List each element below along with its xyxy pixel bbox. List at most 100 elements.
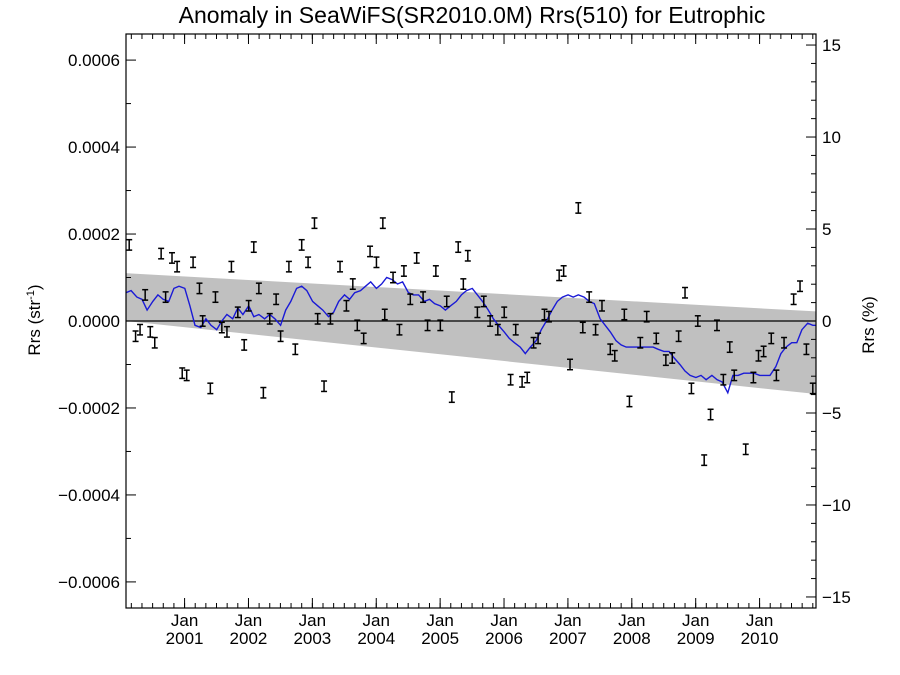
- data-point-errorbar: [255, 282, 262, 295]
- data-point-errorbar: [455, 241, 462, 254]
- data-point-errorbar: [424, 319, 431, 332]
- data-point-errorbar: [797, 280, 804, 293]
- data-point-errorbar: [379, 217, 386, 230]
- data-point-errorbar: [321, 380, 328, 393]
- data-point-errorbar: [311, 217, 318, 230]
- y2-tick-label: −10: [822, 496, 851, 515]
- data-point-errorbar: [413, 251, 420, 264]
- data-point-errorbar: [250, 241, 257, 254]
- data-point-errorbar: [277, 330, 284, 343]
- data-point-errorbar: [151, 336, 158, 349]
- data-point-errorbar: [174, 260, 181, 273]
- data-point-errorbar: [626, 395, 633, 408]
- y2-tick-label: −5: [822, 404, 841, 423]
- x-tick-year-label: 2003: [293, 629, 331, 648]
- data-point-errorbar: [337, 260, 344, 273]
- x-tick-year-label: 2010: [741, 629, 779, 648]
- y-axis-label: Rrs (str-1): [25, 284, 44, 355]
- axes-layer: 0.0006 0.0004 0.0002 0.0000 −0.0002 −0.0004 −0…: [58, 33, 851, 648]
- data-point-errorbar: [266, 312, 273, 325]
- data-point-errorbar: [292, 343, 299, 356]
- data-point-errorbar: [126, 238, 133, 251]
- y-tick-label: 0.0000: [68, 312, 120, 331]
- x-tick-year-label: 2004: [357, 629, 395, 648]
- data-point-errorbar: [285, 260, 292, 273]
- data-point-errorbar: [360, 332, 367, 345]
- data-point-errorbar: [443, 295, 450, 308]
- data-point-errorbar: [480, 295, 487, 308]
- data-point-errorbar: [643, 310, 650, 323]
- y2-tick-label: 0: [822, 312, 831, 331]
- data-point-errorbar: [260, 386, 267, 399]
- x-tick-month-label: Jan: [299, 611, 326, 630]
- data-point-errorbar: [701, 454, 708, 467]
- data-point-errorbar: [682, 286, 689, 299]
- x-tick-month-label: Jan: [490, 611, 517, 630]
- data-point-errorbar: [234, 306, 241, 319]
- x-tick-month-label: Jan: [235, 611, 262, 630]
- data-point-errorbar: [373, 256, 380, 269]
- data-point-errorbar: [158, 247, 165, 260]
- data-point-errorbar: [607, 343, 614, 356]
- data-point-errorbar: [241, 338, 248, 351]
- data-point-errorbar: [586, 291, 593, 304]
- y2-tick-label: −15: [822, 588, 851, 607]
- data-point-errorbar: [675, 330, 682, 343]
- data-point-errorbar: [407, 293, 414, 306]
- x-tick-month-label: Jan: [682, 611, 709, 630]
- data-point-errorbar: [349, 278, 356, 291]
- x-tick-year-label: 2002: [230, 629, 268, 648]
- y-tick-label: 0.0006: [68, 51, 120, 70]
- x-tick-year-label: 2007: [549, 629, 587, 648]
- data-point-errorbar: [298, 238, 305, 251]
- data-point-errorbar: [179, 367, 186, 380]
- data-point-errorbar: [507, 373, 514, 386]
- data-point-errorbar: [790, 293, 797, 306]
- x-tick-month-label: Jan: [618, 611, 645, 630]
- data-point-errorbar: [713, 319, 720, 332]
- data-point-errorbar: [367, 245, 374, 258]
- data-point-errorbar: [273, 293, 280, 306]
- x-tick-year-label: 2009: [677, 629, 715, 648]
- data-point-errorbar: [803, 343, 810, 356]
- data-point-errorbar: [190, 256, 197, 269]
- data-point-errorbar: [750, 371, 757, 384]
- data-point-errorbar: [535, 332, 542, 345]
- confidence-band: [126, 273, 816, 395]
- data-point-errorbar: [132, 330, 139, 343]
- data-point-errorbar: [519, 375, 526, 388]
- data-point-errorbar: [420, 291, 427, 304]
- data-point-errorbar: [169, 251, 175, 264]
- data-point-errorbar: [314, 312, 321, 325]
- data-point-errorbar: [381, 308, 388, 321]
- data-point-errorbar: [390, 271, 397, 284]
- data-point-errorbar: [327, 312, 334, 325]
- y2-tick-label: 5: [822, 220, 831, 239]
- data-point-errorbar: [669, 351, 676, 364]
- data-point-errorbar: [637, 336, 644, 349]
- y-tick-label: −0.0004: [58, 486, 120, 505]
- data-point-errorbar: [773, 369, 780, 382]
- data-point-errorbar: [545, 310, 552, 323]
- data-point-errorbar: [501, 306, 508, 319]
- data-point-errorbar: [541, 308, 548, 321]
- data-point-errorbar: [199, 315, 206, 327]
- data-point-errorbar: [621, 308, 628, 321]
- data-point-errorbar: [592, 323, 599, 336]
- data-point-errorbar: [556, 269, 563, 282]
- errorbar-layer: [126, 201, 816, 467]
- data-point-errorbar: [598, 299, 605, 312]
- data-point-errorbar: [530, 336, 537, 349]
- y2-axis-label: Rrs (%): [859, 296, 878, 354]
- data-point-errorbar: [212, 291, 219, 304]
- confidence-band-layer: [126, 273, 816, 395]
- data-point-errorbar: [781, 336, 788, 349]
- x-tick-month-label: Jan: [746, 611, 773, 630]
- data-point-errorbar: [183, 369, 190, 382]
- data-point-errorbar: [720, 373, 727, 386]
- x-tick-month-label: Jan: [171, 611, 198, 630]
- chart-title: Anomaly in SeaWiFS(SR2010.0M) Rrs(510) f…: [179, 2, 766, 28]
- data-point-errorbar: [137, 323, 144, 336]
- data-point-errorbar: [460, 278, 467, 291]
- data-point-errorbar: [611, 349, 618, 362]
